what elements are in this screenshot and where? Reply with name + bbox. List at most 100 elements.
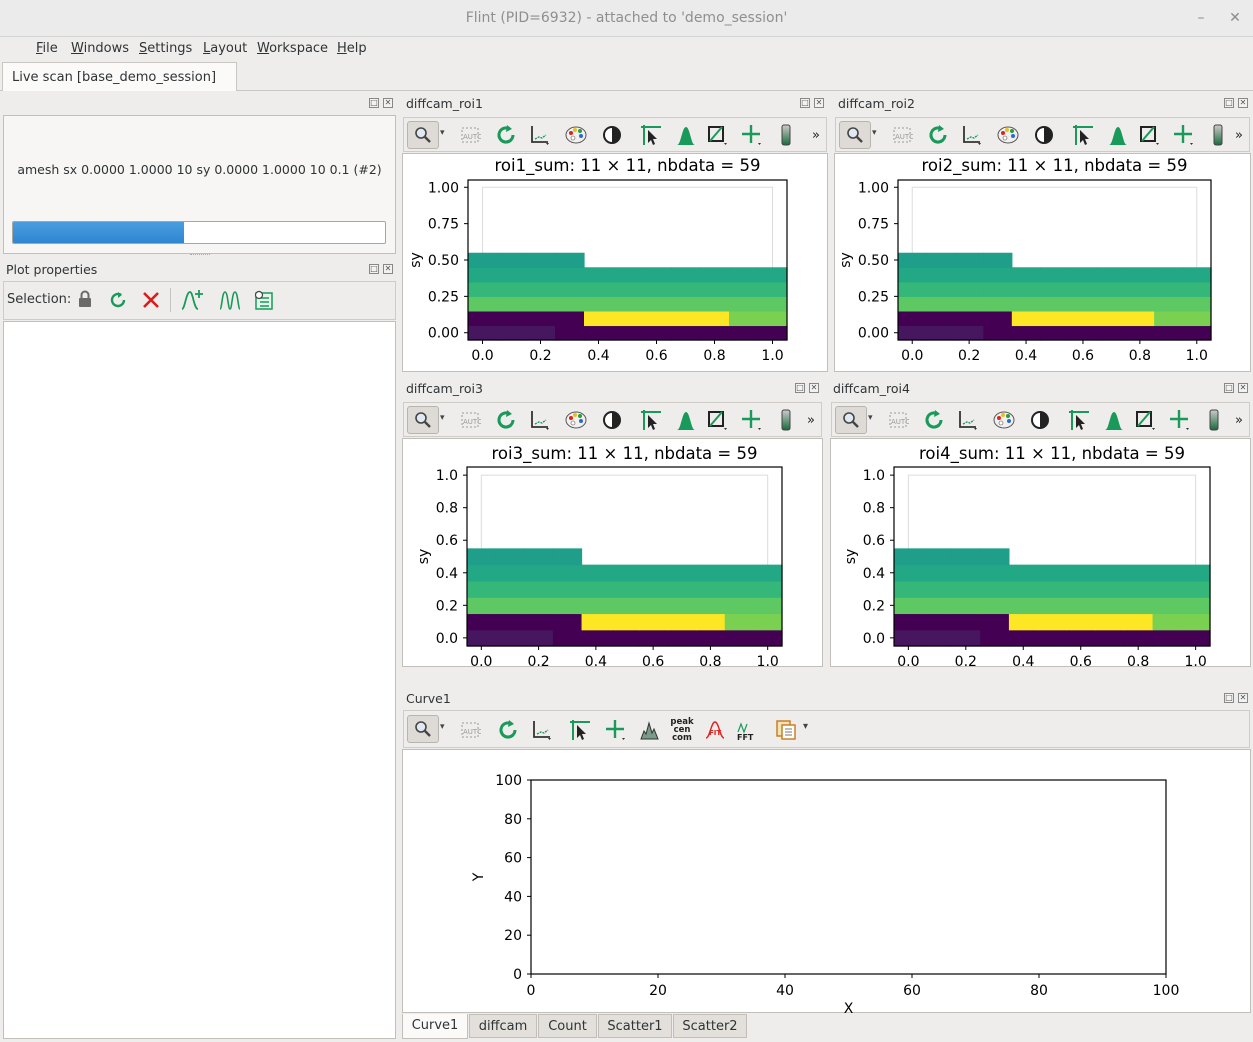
zoom-icon[interactable] bbox=[835, 406, 867, 434]
axis-options-icon[interactable] bbox=[528, 715, 556, 745]
colorbar-icon[interactable] bbox=[772, 120, 800, 150]
refresh-icon[interactable] bbox=[494, 715, 522, 745]
float-dock-icon[interactable]: □ bbox=[800, 98, 810, 108]
select-cursor-icon[interactable] bbox=[637, 405, 665, 435]
axis-options-icon[interactable] bbox=[526, 120, 554, 150]
reset-icon[interactable] bbox=[107, 289, 129, 311]
tab-scatter2[interactable]: Scatter2 bbox=[673, 1014, 747, 1038]
roi-heatmap-chart[interactable]: roi1_sum: 11 × 11, nbdata = 59 0.0 0.2 0.4 0… bbox=[403, 154, 828, 372]
refresh-icon[interactable] bbox=[920, 405, 948, 435]
close-dock-icon[interactable]: ✕ bbox=[1238, 383, 1248, 393]
menu-item-2[interactable]: Settings bbox=[139, 39, 192, 59]
close-dock-icon[interactable]: ✕ bbox=[809, 383, 819, 393]
aspect-ratio-icon[interactable] bbox=[1132, 405, 1160, 435]
contrast-icon[interactable] bbox=[598, 120, 626, 150]
lock-icon[interactable] bbox=[75, 289, 95, 309]
crosshair-icon[interactable] bbox=[738, 405, 766, 435]
more-icon[interactable]: » bbox=[812, 127, 820, 143]
colormap-icon[interactable] bbox=[562, 120, 590, 150]
crosshair-icon[interactable] bbox=[738, 120, 766, 150]
remove-icon[interactable] bbox=[140, 289, 162, 311]
aspect-ratio-icon[interactable] bbox=[1136, 120, 1164, 150]
float-dock-icon[interactable]: □ bbox=[369, 98, 379, 108]
menu-item-5[interactable]: Help bbox=[337, 39, 367, 59]
copy-icon[interactable] bbox=[774, 715, 802, 745]
select-cursor-icon[interactable] bbox=[637, 120, 665, 150]
colorbar-icon[interactable] bbox=[1204, 120, 1232, 150]
reset-zoom-icon[interactable]: AUTO bbox=[884, 405, 912, 435]
tab-count[interactable]: Count bbox=[538, 1014, 597, 1038]
float-dock-icon[interactable]: □ bbox=[1224, 383, 1234, 393]
float-dock-icon[interactable]: □ bbox=[369, 264, 379, 274]
select-cursor-icon[interactable] bbox=[1069, 120, 1097, 150]
menu-item-4[interactable]: Workspace bbox=[257, 39, 328, 59]
reset-zoom-icon[interactable]: AUTO bbox=[456, 120, 484, 150]
axis-options-icon[interactable] bbox=[526, 405, 554, 435]
chevron-down-icon[interactable]: ▾ bbox=[803, 721, 809, 732]
curve-chart[interactable]: 0 20 40 60 80 100 0 20 40 60 80 100 Y X bbox=[403, 750, 1252, 1014]
chevron-down-icon[interactable]: ▾ bbox=[440, 722, 445, 732]
aspect-ratio-icon[interactable] bbox=[704, 405, 732, 435]
multi-curve-icon[interactable] bbox=[218, 288, 242, 312]
aspect-ratio-icon[interactable] bbox=[704, 120, 732, 150]
more-icon[interactable]: » bbox=[1235, 127, 1243, 143]
close-dock-icon[interactable]: ✕ bbox=[383, 264, 393, 274]
float-dock-icon[interactable]: □ bbox=[795, 383, 805, 393]
contrast-icon[interactable] bbox=[1026, 405, 1054, 435]
zoom-icon[interactable] bbox=[407, 715, 439, 743]
roi-heatmap-chart[interactable]: roi4_sum: 11 × 11, nbdata = 59 0.0 0.2 0.4 0… bbox=[831, 439, 1251, 667]
crosshair-icon[interactable] bbox=[1170, 120, 1198, 150]
zoom-icon[interactable] bbox=[407, 121, 439, 149]
close-dock-icon[interactable]: ✕ bbox=[383, 98, 393, 108]
close-window-button[interactable]: ✕ bbox=[1229, 10, 1241, 26]
refresh-icon[interactable] bbox=[924, 120, 952, 150]
select-cursor-icon[interactable] bbox=[1065, 405, 1093, 435]
reset-zoom-icon[interactable]: AUTO bbox=[456, 405, 484, 435]
contrast-icon[interactable] bbox=[1030, 120, 1058, 150]
peak-cen-com-icon[interactable]: peak cen com bbox=[670, 717, 694, 743]
tab-diffcam[interactable]: diffcam bbox=[469, 1014, 537, 1038]
contrast-icon[interactable] bbox=[598, 405, 626, 435]
chevron-down-icon[interactable]: ▾ bbox=[872, 128, 877, 138]
more-icon[interactable]: » bbox=[807, 412, 815, 428]
colormap-icon[interactable] bbox=[562, 405, 590, 435]
fit-icon[interactable]: FIT bbox=[701, 715, 729, 745]
menu-item-1[interactable]: Windows bbox=[71, 39, 129, 59]
select-cursor-icon[interactable] bbox=[566, 715, 594, 745]
chevron-down-icon[interactable]: ▾ bbox=[440, 413, 445, 423]
float-dock-icon[interactable]: □ bbox=[1224, 693, 1234, 703]
fft-icon[interactable]: FFT bbox=[734, 715, 762, 745]
peak-shape-icon[interactable] bbox=[1100, 405, 1128, 435]
add-curve-icon[interactable] bbox=[180, 288, 204, 312]
curve-stats-icon[interactable] bbox=[636, 715, 664, 745]
reset-zoom-icon[interactable]: AUTO bbox=[456, 715, 484, 745]
close-dock-icon[interactable]: ✕ bbox=[814, 98, 824, 108]
tab-curve1[interactable]: Curve1 bbox=[402, 1014, 468, 1039]
colorbar-icon[interactable] bbox=[772, 405, 800, 435]
tab-scatter1[interactable]: Scatter1 bbox=[598, 1014, 672, 1038]
peak-shape-icon[interactable] bbox=[1104, 120, 1132, 150]
colorbar-icon[interactable] bbox=[1200, 405, 1228, 435]
splitter-handle[interactable] bbox=[190, 254, 210, 257]
peak-shape-icon[interactable] bbox=[672, 120, 700, 150]
zoom-icon[interactable] bbox=[407, 406, 439, 434]
roi-heatmap-chart[interactable]: roi2_sum: 11 × 11, nbdata = 59 0.0 0.2 0.4 0… bbox=[835, 154, 1251, 372]
close-dock-icon[interactable]: ✕ bbox=[1238, 98, 1248, 108]
reset-zoom-icon[interactable]: AUTO bbox=[888, 120, 916, 150]
close-dock-icon[interactable]: ✕ bbox=[1238, 693, 1248, 703]
colormap-icon[interactable] bbox=[994, 120, 1022, 150]
crosshair-icon[interactable] bbox=[602, 715, 630, 745]
crosshair-icon[interactable] bbox=[1166, 405, 1194, 435]
more-icon[interactable]: » bbox=[1235, 412, 1243, 428]
peak-shape-icon[interactable] bbox=[672, 405, 700, 435]
curve-list-icon[interactable] bbox=[252, 288, 276, 312]
refresh-icon[interactable] bbox=[492, 405, 520, 435]
roi-heatmap-chart[interactable]: roi3_sum: 11 × 11, nbdata = 59 0.0 0.2 0.4 0… bbox=[403, 439, 823, 667]
menu-item-0[interactable]: File bbox=[36, 39, 58, 59]
tab-live-scan[interactable]: Live scan [base_demo_session] bbox=[2, 62, 237, 92]
axis-options-icon[interactable] bbox=[958, 120, 986, 150]
chevron-down-icon[interactable]: ▾ bbox=[440, 128, 445, 138]
refresh-icon[interactable] bbox=[492, 120, 520, 150]
zoom-icon[interactable] bbox=[839, 121, 871, 149]
colormap-icon[interactable] bbox=[990, 405, 1018, 435]
